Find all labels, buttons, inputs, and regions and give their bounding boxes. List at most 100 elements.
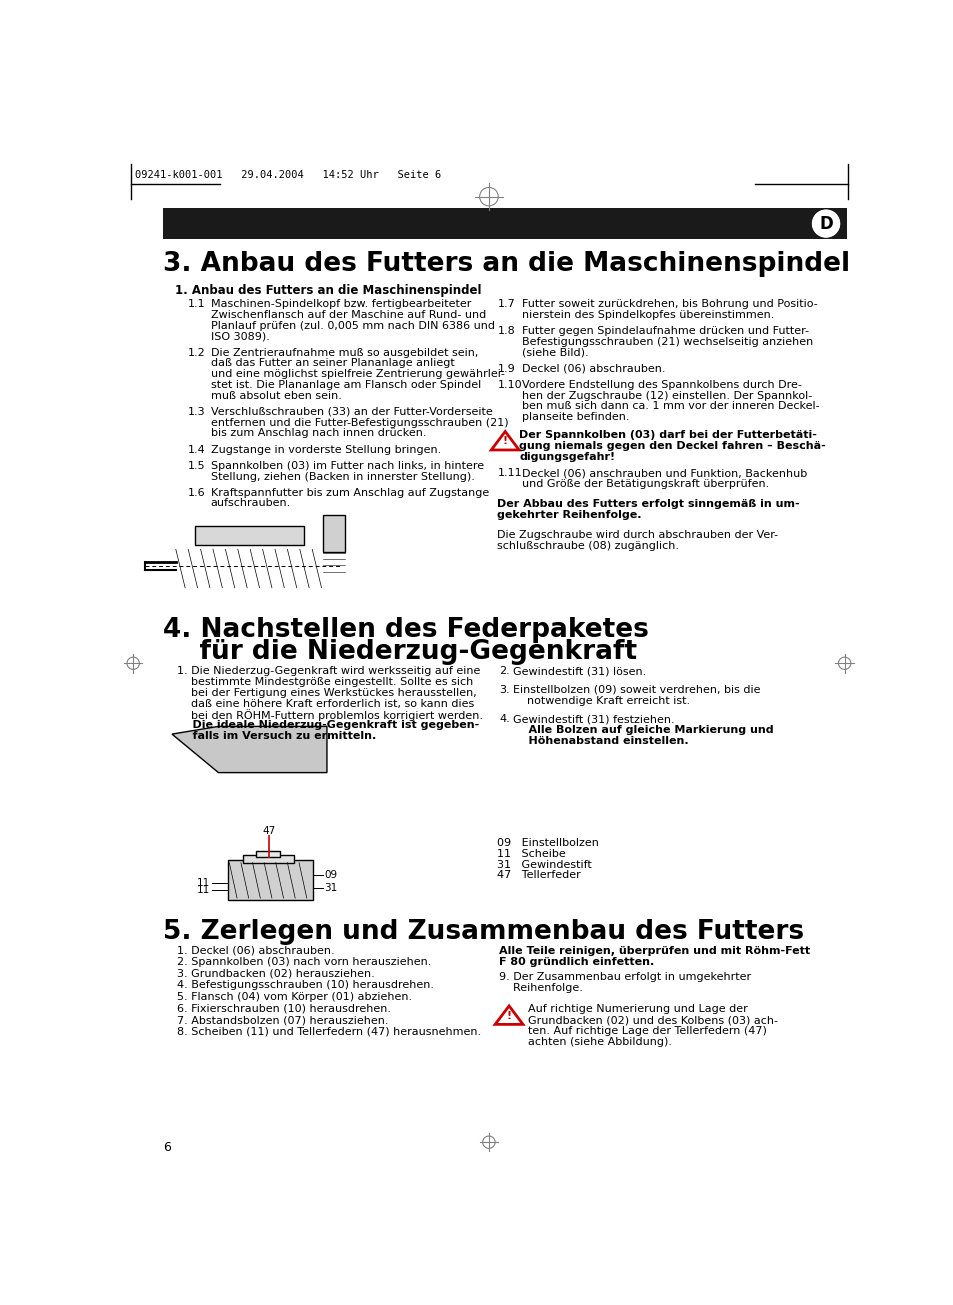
Text: Alle Teile reinigen, überprüfen und mit Röhm-Fett: Alle Teile reinigen, überprüfen und mit …: [498, 946, 809, 955]
Text: stet ist. Die Plananlage am Flansch oder Spindel: stet ist. Die Plananlage am Flansch oder…: [211, 380, 480, 390]
Text: Vordere Endstellung des Spannkolbens durch Dre-: Vordere Endstellung des Spannkolbens dur…: [521, 380, 801, 390]
Text: Deckel (06) abschrauben.: Deckel (06) abschrauben.: [521, 364, 665, 373]
Text: F 80 gründlich einfetten.: F 80 gründlich einfetten.: [498, 957, 654, 967]
Text: 6: 6: [163, 1141, 172, 1154]
Text: 7. Abstandsbolzen (07) herausziehen.: 7. Abstandsbolzen (07) herausziehen.: [177, 1015, 389, 1026]
Text: bei der Fertigung eines Werkstückes herausstellen,: bei der Fertigung eines Werkstückes hera…: [177, 688, 476, 698]
Bar: [163, 209, 846, 239]
Text: Gewindestift (31) festziehen.: Gewindestift (31) festziehen.: [513, 714, 674, 724]
Text: 3.: 3.: [498, 685, 509, 694]
Text: Die Zentrieraufnahme muß so ausgebildet sein,: Die Zentrieraufnahme muß so ausgebildet …: [211, 347, 477, 358]
Text: hen der Zugschraube (12) einstellen. Der Spannkol-: hen der Zugschraube (12) einstellen. Der…: [521, 390, 812, 401]
Text: 31: 31: [324, 883, 337, 893]
Text: aufschrauben.: aufschrauben.: [211, 499, 291, 509]
Text: digungsgefahr!: digungsgefahr!: [518, 452, 615, 462]
Text: Alle Bolzen auf gleiche Markierung und: Alle Bolzen auf gleiche Markierung und: [513, 724, 773, 735]
Text: 8. Scheiben (11) und Tellerfedern (47) herausnehmen.: 8. Scheiben (11) und Tellerfedern (47) h…: [177, 1027, 481, 1036]
Text: Futter soweit zurückdrehen, bis Bohrung und Positio-: Futter soweit zurückdrehen, bis Bohrung …: [521, 299, 817, 309]
Bar: [323, 514, 344, 552]
Text: 1.6: 1.6: [187, 488, 205, 497]
Polygon shape: [491, 432, 518, 450]
Text: notwendige Kraft erreicht ist.: notwendige Kraft erreicht ist.: [513, 696, 689, 706]
Text: Stellung, ziehen (Backen in innerster Stellung).: Stellung, ziehen (Backen in innerster St…: [211, 471, 474, 482]
Text: 1.1: 1.1: [187, 299, 205, 309]
Text: 3. Anbau des Futters an die Maschinenspindel: 3. Anbau des Futters an die Maschinenspi…: [163, 251, 850, 277]
Text: 2. Spannkolben (03) nach vorn herausziehen.: 2. Spannkolben (03) nach vorn herauszieh…: [177, 958, 432, 967]
Text: Kraftspannfutter bis zum Anschlag auf Zugstange: Kraftspannfutter bis zum Anschlag auf Zu…: [211, 488, 489, 497]
Text: Zugstange in vorderste Stellung bringen.: Zugstange in vorderste Stellung bringen.: [211, 445, 440, 454]
Text: Der Abbau des Futters erfolgt sinngemäß in um-: Der Abbau des Futters erfolgt sinngemäß …: [497, 500, 800, 509]
Text: 31   Gewindestift: 31 Gewindestift: [497, 860, 592, 869]
Text: 47   Tellerfeder: 47 Tellerfeder: [497, 870, 580, 881]
Text: 11: 11: [196, 885, 210, 895]
Text: daß eine höhere Kraft erforderlich ist, so kann dies: daß eine höhere Kraft erforderlich ist, …: [177, 698, 475, 709]
Text: falls im Versuch zu ermitteln.: falls im Versuch zu ermitteln.: [177, 731, 376, 741]
Text: 09: 09: [324, 870, 337, 880]
Text: 5. Zerlegen und Zusammenbau des Futters: 5. Zerlegen und Zusammenbau des Futters: [163, 919, 803, 945]
Text: ten. Auf richtige Lage der Tellerfedern (47): ten. Auf richtige Lage der Tellerfedern …: [528, 1026, 766, 1036]
Text: Reihenfolge.: Reihenfolge.: [498, 983, 582, 993]
Circle shape: [812, 210, 839, 236]
Text: Der Spannkolben (03) darf bei der Futterbetäti-: Der Spannkolben (03) darf bei der Futter…: [518, 429, 816, 440]
Text: Befestigungsschrauben (21) wechselseitig anziehen: Befestigungsschrauben (21) wechselseitig…: [521, 337, 813, 347]
Text: 4.: 4.: [498, 714, 509, 724]
Text: bis zum Anschlag nach innen drücken.: bis zum Anschlag nach innen drücken.: [211, 428, 426, 438]
Text: (siehe Bild).: (siehe Bild).: [521, 347, 588, 358]
Text: 1.2: 1.2: [187, 347, 205, 358]
Text: planseite befinden.: planseite befinden.: [521, 412, 629, 423]
Text: achten (siehe Abbildung).: achten (siehe Abbildung).: [528, 1036, 672, 1047]
Text: ISO 3089).: ISO 3089).: [211, 331, 270, 342]
Text: entfernen und die Futter-Befestigungsschrauben (21): entfernen und die Futter-Befestigungssch…: [211, 418, 508, 428]
Bar: [228, 860, 313, 899]
Text: 2.: 2.: [498, 667, 509, 676]
Text: gekehrter Reihenfolge.: gekehrter Reihenfolge.: [497, 510, 641, 519]
Text: und eine möglichst spielfreie Zentrierung gewährlei-: und eine möglichst spielfreie Zentrierun…: [211, 369, 504, 380]
Text: Verschlußschrauben (33) an der Futter-Vorderseite: Verschlußschrauben (33) an der Futter-Vo…: [211, 407, 492, 416]
Text: Einstellbolzen (09) soweit verdrehen, bis die: Einstellbolzen (09) soweit verdrehen, bi…: [513, 685, 760, 694]
Text: 6. Fixierschrauben (10) herausdrehen.: 6. Fixierschrauben (10) herausdrehen.: [177, 1004, 391, 1014]
Text: 1. Anbau des Futters an die Maschinenspindel: 1. Anbau des Futters an die Maschinenspi…: [174, 283, 481, 296]
Polygon shape: [172, 727, 327, 773]
Text: !: !: [506, 1011, 511, 1021]
Text: schlußschraube (08) zugänglich.: schlußschraube (08) zugänglich.: [497, 540, 679, 551]
Text: 1.10: 1.10: [497, 380, 521, 390]
Text: 1. Die Niederzug-Gegenkraft wird werksseitig auf eine: 1. Die Niederzug-Gegenkraft wird werksse…: [177, 667, 480, 676]
Text: Gewindestift (31) lösen.: Gewindestift (31) lösen.: [513, 667, 645, 676]
Text: muß absolut eben sein.: muß absolut eben sein.: [211, 390, 341, 401]
Text: Maschinen-Spindelkopf bzw. fertigbearbeiteter: Maschinen-Spindelkopf bzw. fertigbearbei…: [211, 299, 471, 309]
Text: Die Zugschraube wird durch abschrauben der Ver-: Die Zugschraube wird durch abschrauben d…: [497, 530, 778, 540]
Text: Planlauf prüfen (zul. 0,005 mm nach DIN 6386 und: Planlauf prüfen (zul. 0,005 mm nach DIN …: [211, 321, 495, 330]
Text: 1.7: 1.7: [497, 299, 515, 309]
Text: für die Niederzug-Gegenkraft: für die Niederzug-Gegenkraft: [163, 638, 637, 664]
Polygon shape: [495, 1006, 522, 1024]
Text: 1.9: 1.9: [497, 364, 515, 373]
Text: 11   Scheibe: 11 Scheibe: [497, 848, 566, 859]
Text: 09241-k001-001   29.04.2004   14:52 Uhr   Seite 6: 09241-k001-001 29.04.2004 14:52 Uhr Seit…: [134, 171, 440, 180]
Text: nierstein des Spindelkopfes übereinstimmen.: nierstein des Spindelkopfes übereinstimm…: [521, 309, 774, 320]
Text: D: D: [819, 214, 832, 232]
Text: ben muß sich dann ca. 1 mm vor der inneren Deckel-: ben muß sich dann ca. 1 mm vor der inner…: [521, 402, 819, 411]
Text: Die ideale Niederzug-Gegenkraft ist gegeben-: Die ideale Niederzug-Gegenkraft ist gege…: [177, 720, 479, 731]
Text: Grundbacken (02) und des Kolbens (03) ach-: Grundbacken (02) und des Kolbens (03) ac…: [528, 1015, 778, 1026]
Text: bestimmte Mindestgröße eingestellt. Sollte es sich: bestimmte Mindestgröße eingestellt. Soll…: [177, 677, 473, 688]
Text: 1.11: 1.11: [497, 468, 521, 479]
Text: Deckel (06) anschrauben und Funktion, Backenhub: Deckel (06) anschrauben und Funktion, Ba…: [521, 468, 806, 479]
Bar: [195, 526, 303, 545]
Text: Futter gegen Spindelaufnahme drücken und Futter-: Futter gegen Spindelaufnahme drücken und…: [521, 326, 808, 335]
Text: !: !: [502, 436, 507, 446]
Text: 3. Grundbacken (02) herausziehen.: 3. Grundbacken (02) herausziehen.: [177, 968, 375, 979]
Bar: [256, 851, 279, 857]
Text: 4. Befestigungsschrauben (10) herausdrehen.: 4. Befestigungsschrauben (10) herausdreh…: [177, 980, 434, 990]
Text: 5. Flansch (04) vom Körper (01) abziehen.: 5. Flansch (04) vom Körper (01) abziehen…: [177, 992, 412, 1002]
Text: bei den RÖHM-Futtern problemlos korrigiert werden.: bei den RÖHM-Futtern problemlos korrigie…: [177, 710, 483, 722]
Text: 1.5: 1.5: [187, 461, 205, 471]
Text: daß das Futter an seiner Plananlage anliegt: daß das Futter an seiner Plananlage anli…: [211, 359, 454, 368]
Text: gung niemals gegen den Deckel fahren – Beschä-: gung niemals gegen den Deckel fahren – B…: [518, 441, 825, 450]
Text: Spannkolben (03) im Futter nach links, in hintere: Spannkolben (03) im Futter nach links, i…: [211, 461, 483, 471]
Text: 09   Einstellbolzen: 09 Einstellbolzen: [497, 838, 598, 848]
Text: 1.4: 1.4: [187, 445, 205, 454]
Bar: [243, 855, 294, 863]
Text: 1.8: 1.8: [497, 326, 515, 335]
Text: 4. Nachstellen des Federpaketes: 4. Nachstellen des Federpaketes: [163, 617, 649, 643]
Text: 1. Deckel (06) abschrauben.: 1. Deckel (06) abschrauben.: [177, 946, 335, 955]
